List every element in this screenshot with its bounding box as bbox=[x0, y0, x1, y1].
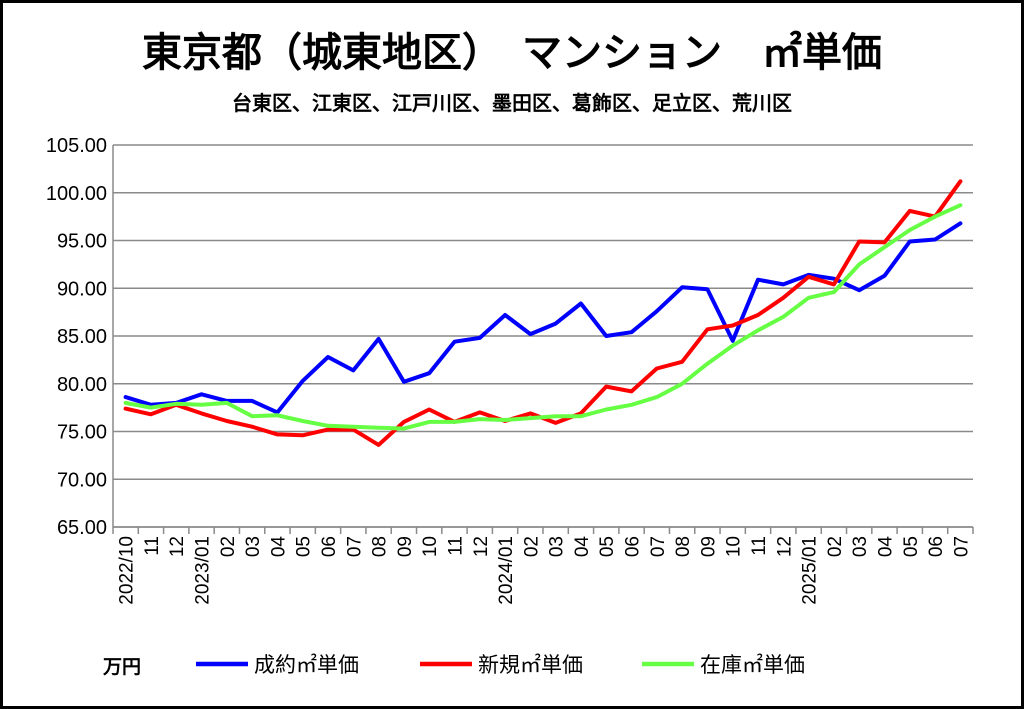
x-tick-label: 03 bbox=[850, 536, 871, 557]
chart-title: 東京都（城東地区） マンション ㎡単価 bbox=[142, 30, 882, 76]
legend-item-2: 新規㎡単価 bbox=[420, 653, 583, 677]
x-tick-label: 2024/01 bbox=[496, 536, 517, 605]
legend-label: 新規㎡単価 bbox=[478, 653, 583, 677]
x-tick-label: 07 bbox=[344, 536, 365, 557]
legend-label: 成約㎡単価 bbox=[254, 653, 359, 677]
x-tick-label: 2022/10 bbox=[117, 536, 138, 605]
y-tick-label: 65.00 bbox=[57, 517, 107, 539]
x-tick-label: 2025/01 bbox=[800, 536, 821, 605]
axes bbox=[112, 145, 974, 534]
x-tick-label: 02 bbox=[825, 536, 846, 557]
series-line-1 bbox=[123, 221, 963, 415]
x-tick-label: 12 bbox=[167, 536, 188, 557]
series-line-3 bbox=[123, 203, 963, 431]
x-tick-label: 09 bbox=[395, 536, 416, 557]
x-tick-label: 02 bbox=[521, 536, 542, 557]
series-line-2 bbox=[123, 179, 963, 447]
series-lines bbox=[123, 179, 963, 447]
x-tick-label: 12 bbox=[471, 536, 492, 557]
x-tick-label: 05 bbox=[294, 536, 315, 557]
y-tick-label: 90.00 bbox=[57, 278, 107, 300]
legend: 成約㎡単価 新規㎡単価 在庫㎡単価 bbox=[196, 653, 805, 677]
y-tick-label: 95.00 bbox=[57, 231, 107, 253]
y-tick-label: 85.00 bbox=[57, 326, 107, 348]
x-tick-label: 04 bbox=[268, 536, 289, 558]
legend-item-3: 在庫㎡単価 bbox=[642, 653, 805, 677]
unit-label: 万円 bbox=[102, 656, 141, 678]
x-tick-label: 05 bbox=[901, 536, 922, 557]
x-tick-label: 06 bbox=[623, 536, 644, 557]
y-tick-label: 100.00 bbox=[46, 183, 107, 205]
x-tick-label: 04 bbox=[875, 536, 896, 558]
x-tick-label: 08 bbox=[370, 536, 391, 557]
x-tick-label: 05 bbox=[597, 536, 618, 557]
x-tick-label: 06 bbox=[319, 536, 340, 557]
legend-label: 在庫㎡単価 bbox=[700, 653, 805, 677]
x-tick-label: 11 bbox=[445, 536, 466, 556]
y-tick-label: 80.00 bbox=[57, 374, 107, 396]
x-tick-label: 03 bbox=[243, 536, 264, 557]
x-tick-label: 12 bbox=[774, 536, 795, 557]
y-tick-label: 105.00 bbox=[46, 135, 107, 157]
chart-subtitle: 台東区、江東区、江戸川区、墨田区、葛飾区、足立区、荒川区 bbox=[232, 91, 792, 115]
x-tick-label: 11 bbox=[142, 536, 163, 556]
legend-item-1: 成約㎡単価 bbox=[196, 653, 359, 677]
y-tick-label: 75.00 bbox=[57, 422, 107, 444]
x-tick-label: 02 bbox=[218, 536, 239, 557]
x-tick-label: 2023/01 bbox=[193, 536, 214, 605]
x-tick-label: 08 bbox=[673, 536, 694, 557]
x-tick-label: 09 bbox=[698, 536, 719, 557]
y-axis-ticks: 65.00 70.00 75.00 80.00 85.00 90.00 95.00 100.0… bbox=[46, 135, 107, 539]
x-tick-label: 10 bbox=[420, 536, 441, 557]
x-tick-label: 07 bbox=[951, 536, 972, 557]
x-tick-label: 11 bbox=[749, 536, 770, 556]
x-tick-label: 03 bbox=[547, 536, 568, 557]
gridlines bbox=[113, 144, 973, 528]
x-tick-label: 10 bbox=[724, 536, 745, 557]
x-tick-label: 06 bbox=[926, 536, 947, 557]
x-axis-ticks: 2022/10 11 12 2023/01 02 03 04 05 06 07 08 09 10 11 12… bbox=[117, 536, 973, 605]
x-tick-label: 07 bbox=[648, 536, 669, 557]
y-tick-label: 70.00 bbox=[57, 469, 107, 491]
x-tick-label: 04 bbox=[572, 536, 593, 558]
